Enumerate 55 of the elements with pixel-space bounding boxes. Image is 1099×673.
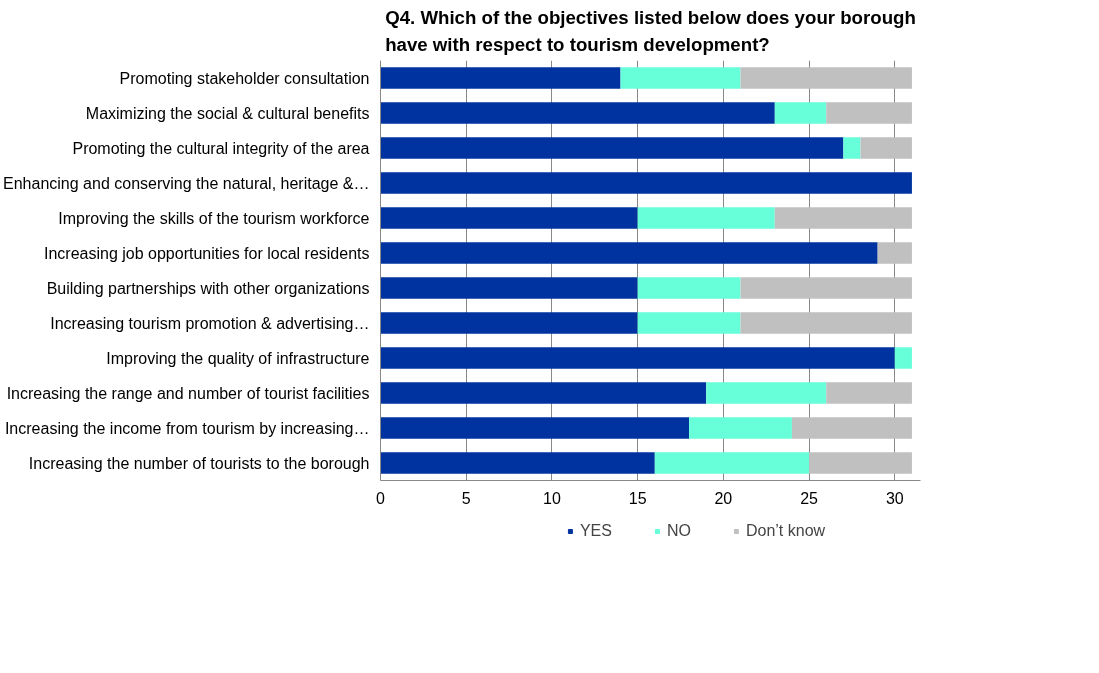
bar bbox=[706, 382, 827, 404]
bar bbox=[637, 312, 741, 334]
bar bbox=[791, 417, 912, 439]
bar bbox=[689, 417, 792, 439]
bar bbox=[620, 67, 741, 89]
bar bbox=[380, 137, 844, 159]
y-tick-label: Enhancing and conserving the natural, heritage &… bbox=[3, 174, 370, 192]
y-tick-label: Increasing the income from tourism by increasing… bbox=[4, 419, 370, 437]
bar bbox=[380, 347, 895, 369]
bar bbox=[380, 382, 707, 404]
bar bbox=[380, 452, 655, 474]
bar bbox=[380, 207, 638, 229]
bar bbox=[774, 102, 827, 124]
legend-label: YES bbox=[579, 522, 612, 540]
bar bbox=[637, 207, 775, 229]
bar bbox=[740, 67, 912, 89]
bar bbox=[654, 452, 810, 474]
y-tick-label: Increasing the number of tourists to the borough bbox=[28, 454, 370, 472]
y-tick-label: Increasing the range and number of tourist facilities bbox=[6, 384, 370, 402]
x-tick-label: 0 bbox=[376, 489, 386, 507]
bar bbox=[380, 172, 912, 194]
y-tick-label: Improving the skills of the tourism workforce bbox=[58, 209, 370, 227]
y-tick-label: Increasing tourism promotion & advertising… bbox=[50, 314, 370, 332]
x-tick-label: 5 bbox=[461, 489, 471, 507]
x-tick-label: 25 bbox=[800, 489, 819, 507]
bar bbox=[809, 452, 912, 474]
bar bbox=[894, 347, 912, 369]
x-tick-label: 20 bbox=[714, 489, 733, 507]
bar bbox=[740, 312, 912, 334]
bar bbox=[637, 277, 741, 299]
legend-label: Don’t know bbox=[745, 522, 826, 540]
x-tick-label: 10 bbox=[543, 489, 561, 507]
x-tick-label: 15 bbox=[628, 489, 647, 507]
bar bbox=[774, 207, 912, 229]
x-tick-label: 30 bbox=[885, 489, 904, 507]
chart-title: Q4. Which of the objectives listed below does your borough have with respect to tourism development? bbox=[385, 7, 916, 56]
bar bbox=[380, 417, 690, 439]
y-tick-label: Promoting stakeholder consultation bbox=[119, 69, 370, 87]
y-tick-label: Promoting the cultural integrity of the area bbox=[72, 139, 370, 157]
y-tick-label: Maximizing the social & cultural benefits bbox=[85, 104, 370, 122]
bar bbox=[826, 382, 912, 404]
bar bbox=[380, 312, 638, 334]
bar bbox=[380, 242, 878, 264]
y-tick-label: Building partnerships with other organizations bbox=[46, 279, 370, 297]
y-tick-label: Increasing job opportunities for local residents bbox=[43, 244, 370, 262]
bar bbox=[860, 137, 912, 159]
bar bbox=[826, 102, 912, 124]
bar bbox=[380, 277, 638, 299]
y-tick-label: Improving the quality of infrastructure bbox=[106, 349, 370, 367]
bar bbox=[380, 67, 621, 89]
bar bbox=[843, 137, 861, 159]
bar bbox=[877, 242, 912, 264]
bar bbox=[740, 277, 912, 299]
bar bbox=[380, 102, 775, 124]
legend-label: NO bbox=[666, 522, 691, 540]
